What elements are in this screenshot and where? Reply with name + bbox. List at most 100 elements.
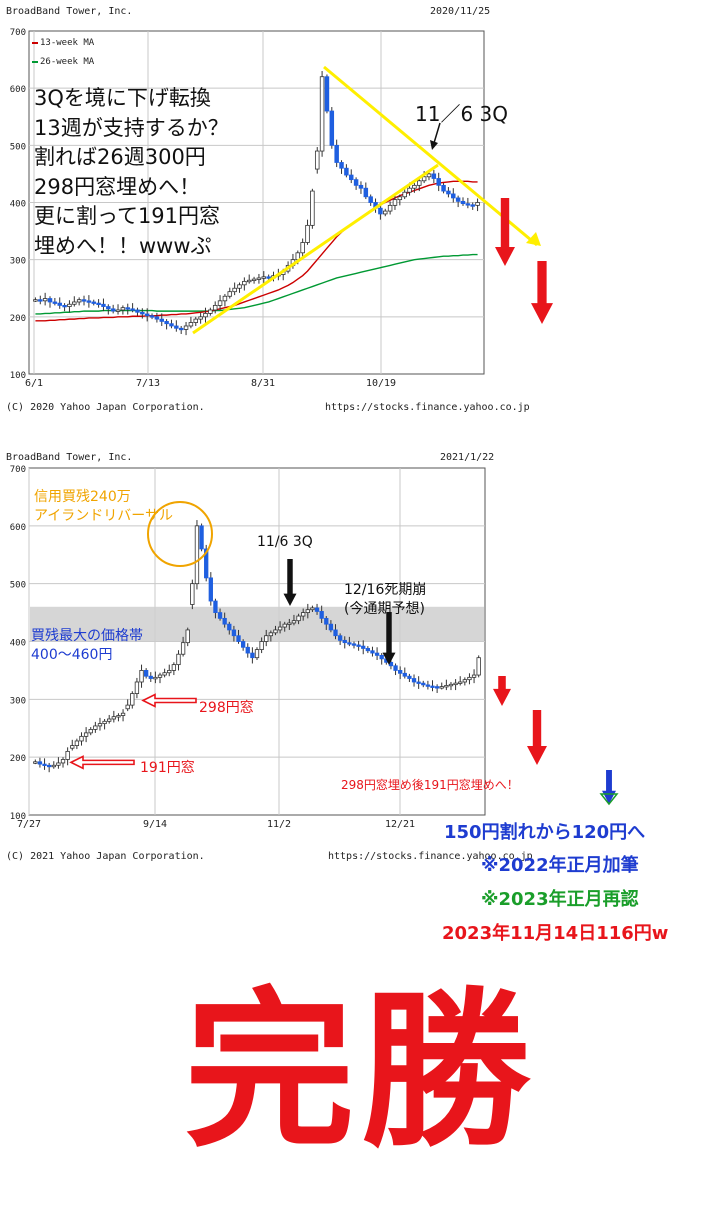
chart1-annotation-text: 3Qを境に下げ転換 13週が支持するか？ 割れば26週300円 298円窓埋めへ… bbox=[34, 84, 229, 261]
chart1-candle-67 bbox=[358, 184, 364, 189]
chart1-candle-61 bbox=[329, 110, 335, 146]
chart1-candle-46 bbox=[256, 277, 262, 280]
chart1-candle-33 bbox=[193, 318, 199, 323]
chart2-candle-64 bbox=[328, 623, 334, 631]
chart2-ytick-4: 500 bbox=[10, 581, 26, 591]
chart1-ytick-1: 200 bbox=[10, 314, 26, 324]
chart1-candle-63 bbox=[339, 162, 344, 169]
chart2-candle-57 bbox=[296, 615, 301, 622]
chart2-band-line-2: 400～460円 bbox=[31, 647, 113, 663]
chart2-candle-59 bbox=[305, 609, 310, 613]
chart2-candle-37 bbox=[204, 548, 209, 579]
chart2-candle-90 bbox=[448, 683, 454, 687]
chart2-candle-65 bbox=[333, 629, 338, 637]
chart1-q3-pointer bbox=[433, 122, 441, 144]
chart1-candle-31 bbox=[183, 325, 189, 330]
note-2023-116yen: 2023年11月14日116円w bbox=[442, 923, 669, 944]
chart1-candle-69 bbox=[368, 196, 373, 203]
chart2-title: BroadBand Tower, Inc. bbox=[6, 452, 133, 463]
chart1-copyright: (C) 2020 Yahoo Japan Corporation. bbox=[6, 402, 205, 413]
chart2-candle-82 bbox=[411, 678, 417, 683]
chart2-ytick-6: 700 bbox=[10, 465, 26, 475]
chart1-candle-59 bbox=[319, 76, 325, 152]
chart1-candle-62 bbox=[334, 144, 339, 163]
chart1-candle-79 bbox=[417, 180, 422, 186]
chart2-candle-16 bbox=[107, 718, 112, 722]
chart2-gap298-label: 298円窓 bbox=[199, 700, 254, 716]
chart1-candle-8 bbox=[72, 301, 77, 305]
chart2-island-circle bbox=[147, 501, 213, 567]
chart2-candle-22 bbox=[134, 681, 140, 694]
chart1-candle-64 bbox=[344, 167, 349, 176]
chart1-candle-25 bbox=[154, 316, 160, 320]
chart2-red-arrow-2 bbox=[527, 710, 547, 765]
chart1-candle-18 bbox=[120, 307, 126, 311]
chart2-band-line-1: 買残最大の価格帯 bbox=[31, 628, 143, 644]
chart1-candle-3 bbox=[47, 298, 53, 303]
chart1-candle-16 bbox=[110, 308, 116, 312]
chart2-candle-80 bbox=[402, 672, 407, 677]
chart1-candle-81 bbox=[426, 173, 432, 178]
chart1-ytick-6: 700 bbox=[10, 28, 26, 38]
chart1-candle-71 bbox=[378, 207, 383, 215]
chart2-ytick-1: 200 bbox=[10, 754, 26, 764]
chart2-xtick-2: 11/2 bbox=[267, 819, 291, 830]
chart1-candle-66 bbox=[353, 179, 359, 186]
chart1-candle-91 bbox=[475, 202, 480, 206]
chart1-candle-27 bbox=[164, 321, 169, 325]
chart1-candle-72 bbox=[383, 210, 388, 215]
chart2-candle-73 bbox=[370, 650, 375, 654]
chart2-candle-93 bbox=[462, 679, 467, 683]
chart2-candle-58 bbox=[301, 612, 306, 617]
chart1-trendline-rising bbox=[192, 163, 439, 335]
chart1-ytick-4: 500 bbox=[10, 142, 26, 152]
chart1-candle-44 bbox=[246, 279, 252, 283]
chart2-candle-92 bbox=[458, 681, 463, 684]
chart1-candle-11 bbox=[86, 300, 92, 303]
chart2-ytick-0: 100 bbox=[10, 812, 26, 822]
chart1-candle-0 bbox=[33, 299, 38, 302]
chart1-annotation-line-6: 埋めへ！！wwwぷ bbox=[34, 233, 212, 258]
chart2-price-band bbox=[30, 606, 484, 642]
note-2023-reconfirm: ※2023年正月再認 bbox=[481, 889, 639, 910]
chart2-candle-84 bbox=[421, 682, 426, 686]
chart1-annotation-line-5: 更に割って191円窓 bbox=[34, 204, 221, 228]
chart2-candle-96 bbox=[476, 657, 481, 676]
chart1-candle-13 bbox=[96, 302, 101, 306]
chart2-candle-41 bbox=[222, 617, 227, 625]
chart2-candle-27 bbox=[157, 674, 163, 678]
chart2-candle-32 bbox=[180, 642, 186, 655]
chart1-candle-76 bbox=[402, 191, 407, 198]
chart2-candle-13 bbox=[93, 725, 98, 730]
chart2-candle-87 bbox=[434, 686, 440, 689]
chart1-candle-34 bbox=[198, 316, 203, 320]
chart2-candle-3 bbox=[47, 764, 52, 768]
chart1-candle-65 bbox=[348, 174, 354, 181]
chart1-candle-77 bbox=[407, 187, 412, 193]
chart1-candle-23 bbox=[144, 313, 150, 317]
chart2-ytick-2: 300 bbox=[10, 696, 26, 706]
chart2-xtick-1: 9/14 bbox=[143, 819, 167, 830]
chart1-candle-19 bbox=[125, 307, 130, 310]
chart2-candle-11 bbox=[83, 732, 89, 737]
chart1-legend-ma13: 13-week MA bbox=[40, 38, 95, 48]
chart2-candle-63 bbox=[324, 617, 329, 625]
chart2-candle-1 bbox=[37, 761, 43, 765]
chart2-candle-44 bbox=[236, 635, 241, 642]
chart1-candle-68 bbox=[363, 187, 369, 198]
chart2-candle-24 bbox=[143, 670, 149, 677]
chart1-candle-17 bbox=[115, 309, 121, 312]
chart1-xtick-1: 7/13 bbox=[136, 378, 160, 389]
chart1-q3-label: 11／6 3Q bbox=[415, 102, 508, 126]
chart2-candle-50 bbox=[264, 635, 269, 642]
chart2-candle-8 bbox=[70, 745, 75, 749]
chart2-candle-91 bbox=[453, 682, 458, 686]
chart1-candle-4 bbox=[52, 301, 58, 304]
chart2-candle-68 bbox=[347, 642, 352, 645]
chart2-candle-39 bbox=[213, 600, 218, 613]
chart1-candle-43 bbox=[242, 280, 247, 286]
chart1-candle-60 bbox=[324, 76, 330, 112]
chart1-candle-12 bbox=[91, 301, 96, 304]
chart1-candle-80 bbox=[421, 176, 427, 182]
